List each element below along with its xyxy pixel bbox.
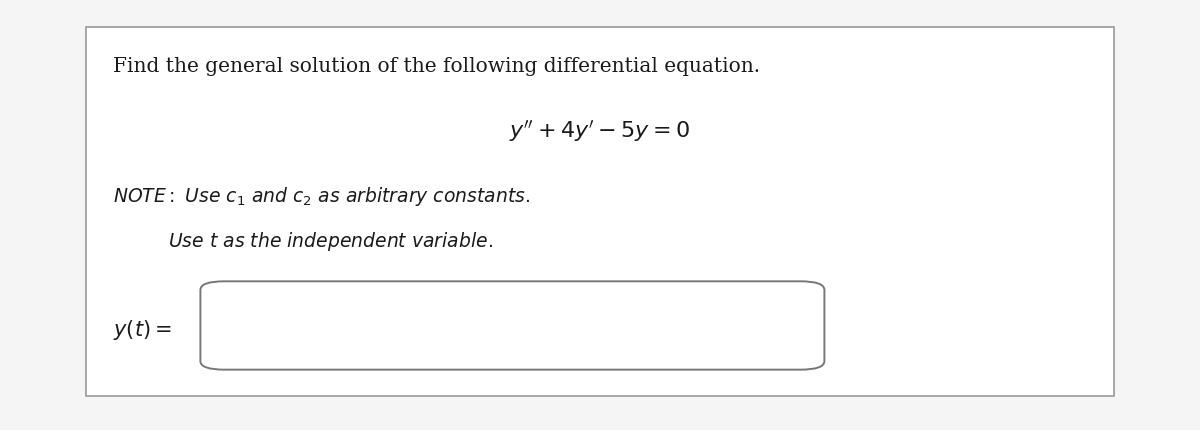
Text: Find the general solution of the following differential equation.: Find the general solution of the followi… — [113, 57, 760, 76]
Text: $\mathit{Use\ t\ as\ the\ independent\ variable.}$: $\mathit{Use\ t\ as\ the\ independent\ v… — [168, 229, 493, 252]
Text: $\mathit{NOTE{:}\ Use\ c_1\ and\ c_2\ as\ arbitrary\ constants.}$: $\mathit{NOTE{:}\ Use\ c_1\ and\ c_2\ as… — [113, 184, 530, 207]
Text: $y(t) =$: $y(t) =$ — [113, 317, 172, 341]
Text: $y'' + 4y' - 5y = 0$: $y'' + 4y' - 5y = 0$ — [510, 118, 690, 144]
FancyBboxPatch shape — [86, 28, 1114, 396]
FancyBboxPatch shape — [200, 282, 824, 370]
